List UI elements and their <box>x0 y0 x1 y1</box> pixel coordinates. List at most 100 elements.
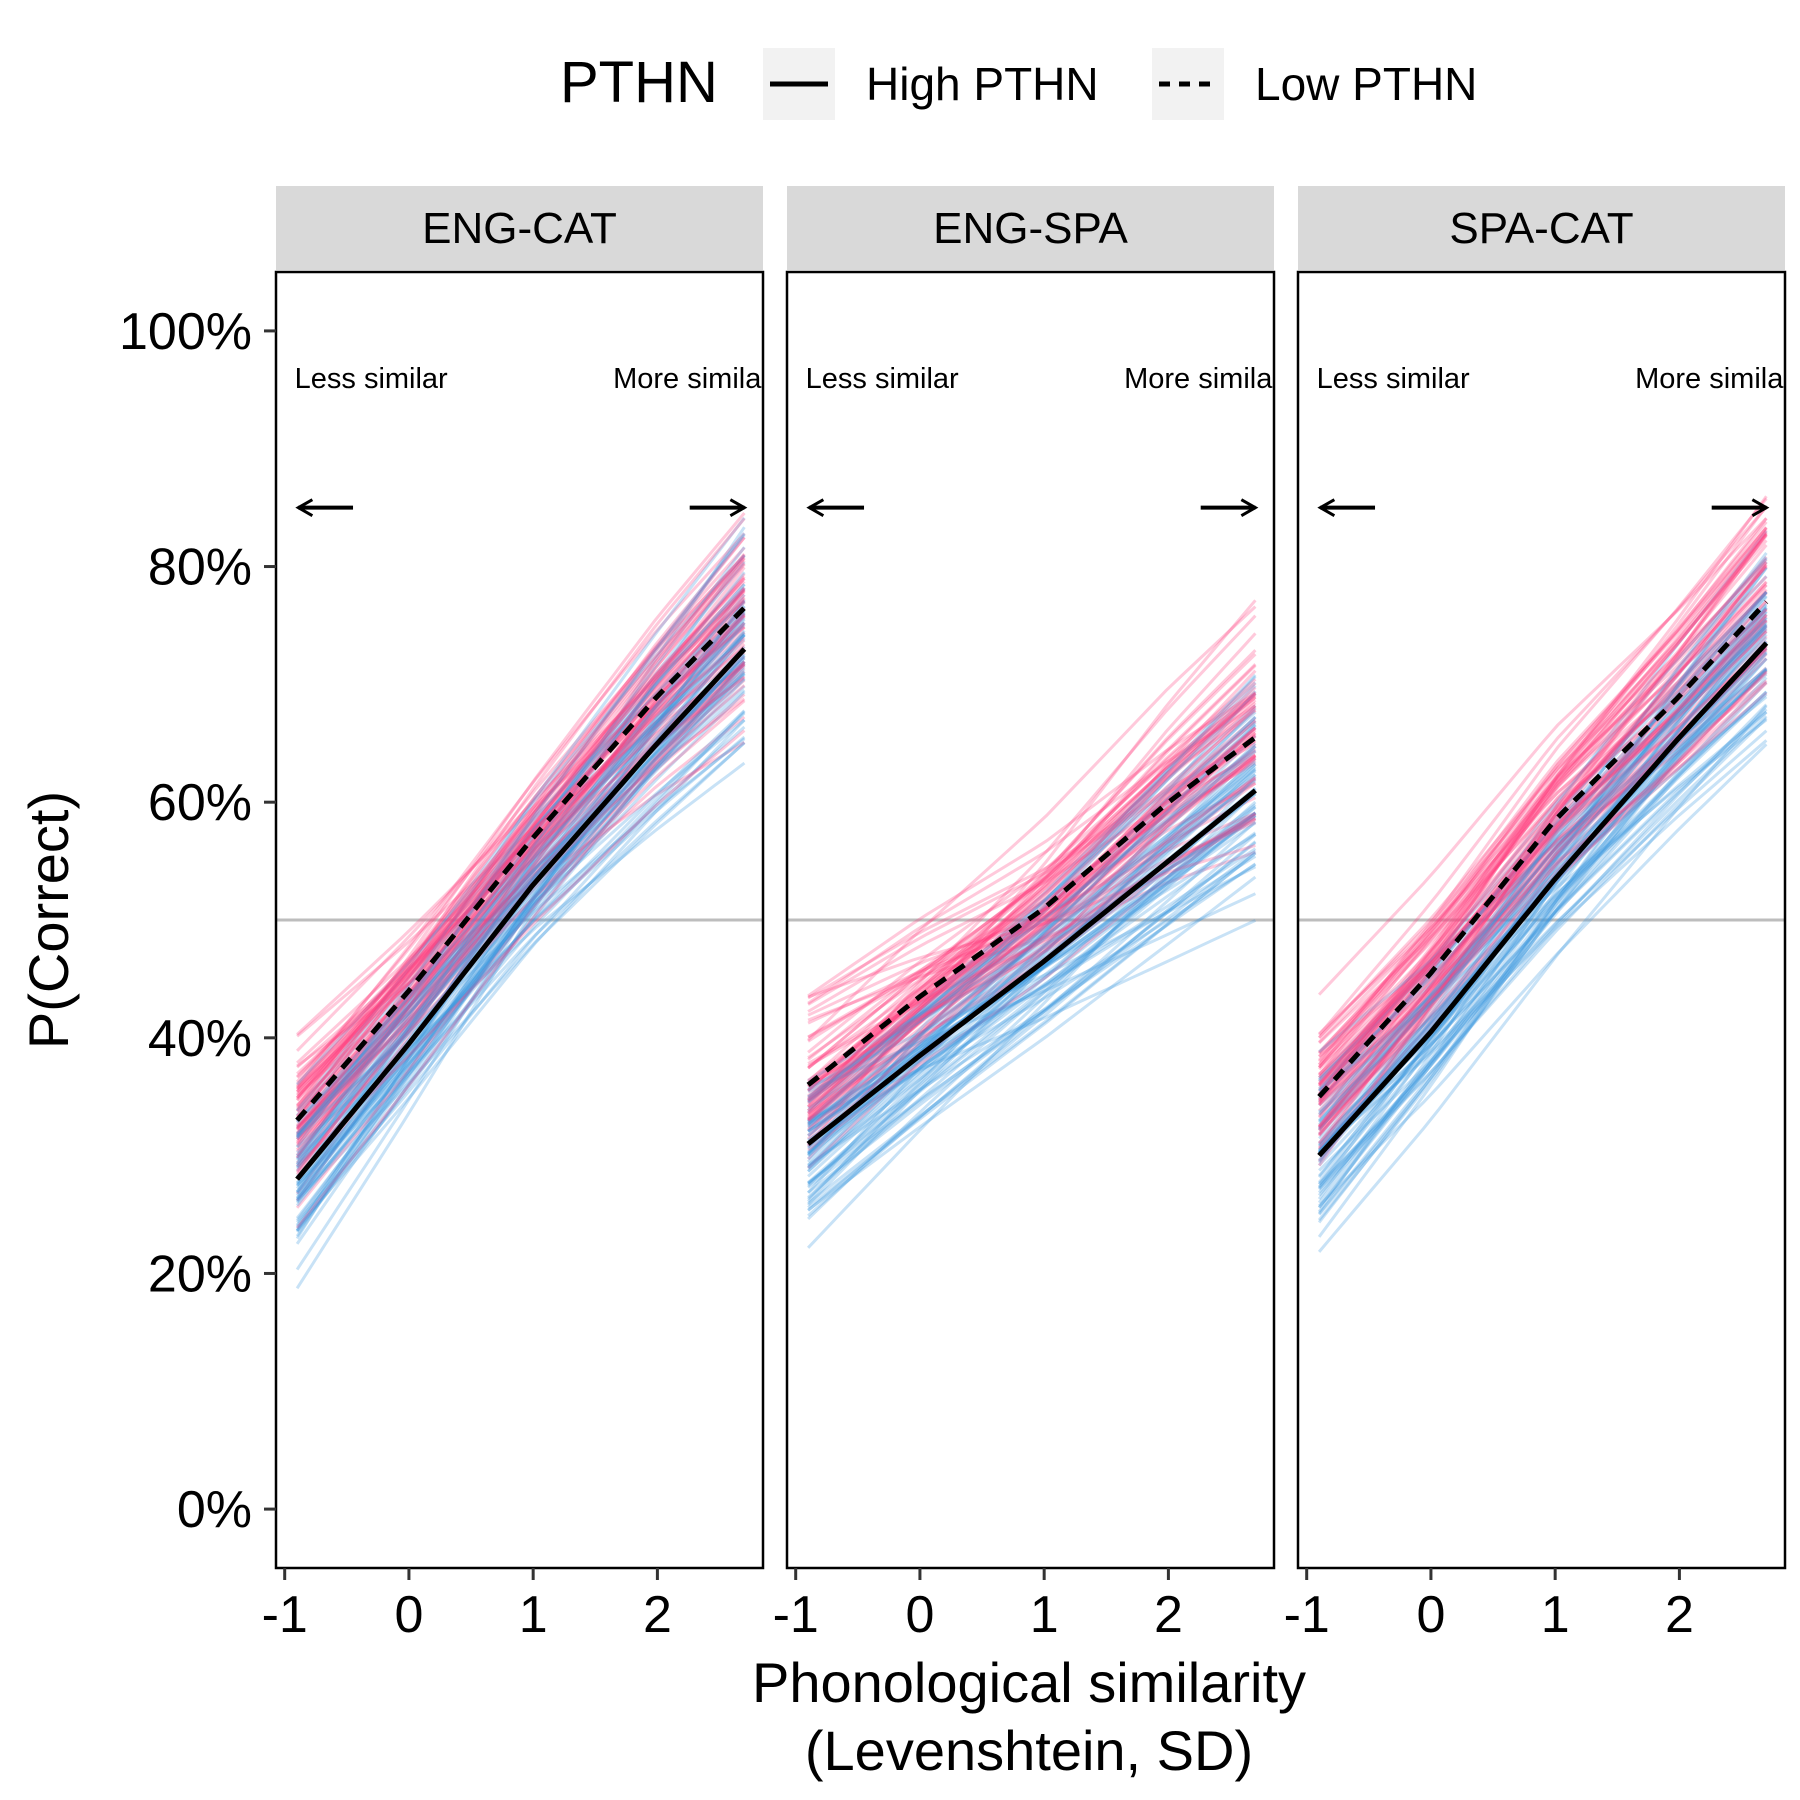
high-pthn-draw <box>1317 566 1768 1190</box>
low-pthn-draw <box>807 775 1257 1122</box>
high-pthn-draw <box>295 526 746 1240</box>
high-pthn-draw <box>807 806 1257 1185</box>
y-tick-label: 0% <box>177 1481 252 1539</box>
high-pthn-draw <box>807 849 1257 1185</box>
panel-plot-area: Less similar More similar <box>1298 363 1785 1253</box>
high-pthn-draw <box>296 677 746 1130</box>
high-pthn-draw <box>295 613 746 1245</box>
low-pthn-draw <box>1318 619 1768 1083</box>
legend-title: PTHN <box>560 50 718 115</box>
high-pthn-draw <box>1317 606 1768 1155</box>
low-pthn-draw <box>807 699 1257 1088</box>
high-pthn-draw <box>295 631 746 1137</box>
y-tick-label: 60% <box>148 774 252 832</box>
low-pthn-draw <box>1317 555 1768 1085</box>
high-pthn-draw <box>807 792 1257 1150</box>
high-pthn-draw <box>807 724 1257 1203</box>
legend: PTHN High PTHN Low PTHN <box>560 48 1477 120</box>
high-pthn-draw <box>807 800 1257 1199</box>
low-pthn-draw <box>295 611 746 1143</box>
high-pthn-draw <box>1317 567 1768 1200</box>
low-pthn-mean-line <box>1317 600 1769 1099</box>
high-pthn-draw <box>807 734 1257 1173</box>
high-pthn-mean-line <box>1317 641 1769 1158</box>
low-pthn-draw <box>295 562 746 1121</box>
low-pthn-draw <box>295 614 746 1130</box>
low-pthn-draw <box>807 739 1257 1102</box>
low-pthn-draw <box>1317 627 1768 1128</box>
high-pthn-draw <box>807 760 1257 1127</box>
low-pthn-draw <box>807 739 1257 1000</box>
high-pthn-draw <box>1318 710 1768 1115</box>
low-pthn-draw <box>1318 644 1768 1076</box>
low-pthn-draw <box>807 664 1257 1120</box>
low-pthn-mean-line <box>295 606 747 1122</box>
high-pthn-draw <box>807 763 1257 1128</box>
high-pthn-draw <box>295 587 746 1112</box>
annotation-less-similar: Less similar <box>1317 363 1470 395</box>
high-pthn-draw <box>807 769 1257 1137</box>
low-pthn-draw <box>295 660 746 1209</box>
high-pthn-draw <box>807 762 1257 1155</box>
right-arrow-icon <box>1200 498 1259 517</box>
low-pthn-mean-line <box>806 735 1257 1087</box>
low-pthn-draw <box>807 719 1257 1126</box>
high-pthn-draw <box>295 605 746 1180</box>
left-arrow-icon <box>295 498 354 517</box>
low-pthn-draw <box>296 697 746 1097</box>
low-pthn-draw <box>296 621 746 1091</box>
high-pthn-draw <box>295 610 746 1139</box>
low-pthn-draw <box>807 754 1257 1131</box>
high-pthn-draw <box>295 516 746 1149</box>
low-pthn-draw <box>296 655 746 1096</box>
low-pthn-draw <box>807 756 1257 1122</box>
low-pthn-draw <box>295 559 746 1159</box>
low-pthn-draw <box>807 691 1257 1115</box>
high-pthn-mean-line <box>295 647 747 1181</box>
legend-label-low: Low PTHN <box>1255 58 1477 110</box>
high-pthn-draw <box>1317 620 1768 1209</box>
high-pthn-draw <box>296 741 746 1202</box>
low-pthn-draw <box>295 590 746 1100</box>
panel-strip-label: SPA-CAT <box>1449 204 1633 253</box>
high-pthn-draw <box>1317 613 1768 1238</box>
high-pthn-draw <box>295 660 746 1204</box>
low-pthn-draw <box>807 781 1257 1129</box>
high-pthn-draw <box>807 820 1257 1217</box>
high-pthn-draw <box>807 787 1257 1184</box>
high-pthn-draw <box>807 814 1257 1154</box>
high-pthn-draw <box>807 811 1257 1092</box>
annotation-less-similar: Less similar <box>295 363 448 395</box>
high-pthn-draw <box>295 598 746 1290</box>
low-pthn-draw <box>1317 565 1768 1097</box>
low-pthn-draw <box>295 557 746 1121</box>
low-pthn-draw <box>807 693 1257 1054</box>
high-pthn-draw <box>1317 557 1768 1092</box>
high-pthn-mean-line <box>806 788 1257 1146</box>
low-pthn-draw <box>296 622 746 1093</box>
panel-strip <box>1298 186 1785 270</box>
high-pthn-draw <box>1318 715 1768 1172</box>
high-pthn-draw <box>1317 652 1768 1194</box>
high-pthn-draw <box>296 741 746 1187</box>
low-pthn-draw <box>296 715 746 1129</box>
high-pthn-draw <box>295 600 746 1271</box>
low-pthn-draw <box>296 639 746 1079</box>
low-pthn-draw <box>295 556 746 1113</box>
high-pthn-draw <box>807 862 1257 1167</box>
low-pthn-draw <box>295 588 746 1091</box>
high-pthn-draw <box>1317 551 1768 1164</box>
high-pthn-draw <box>1317 595 1768 1184</box>
high-pthn-draw <box>807 814 1257 1169</box>
high-pthn-draw <box>807 777 1257 1138</box>
high-pthn-draw <box>807 749 1257 1101</box>
x-tick-label: 0 <box>1416 1586 1445 1644</box>
high-pthn-draw <box>295 662 746 1195</box>
high-pthn-draw <box>295 709 746 1187</box>
high-pthn-draw <box>1318 636 1768 1122</box>
low-pthn-draw <box>807 816 1257 1065</box>
low-pthn-draw <box>807 731 1257 1148</box>
low-pthn-draw <box>295 586 746 1089</box>
high-pthn-draw <box>295 629 746 1232</box>
high-pthn-draw <box>1317 610 1768 1204</box>
